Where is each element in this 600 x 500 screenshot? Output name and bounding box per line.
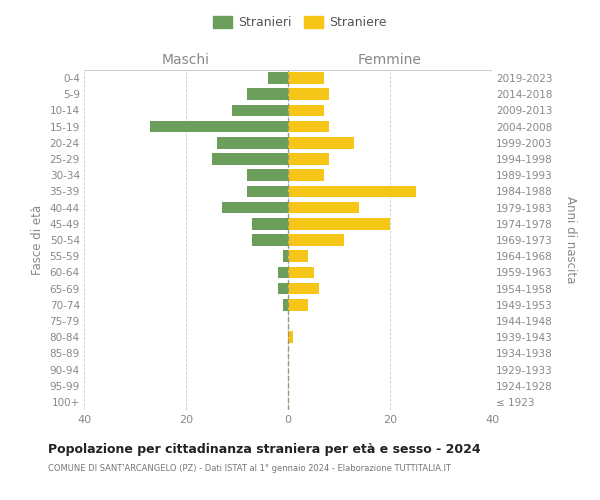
Bar [288, 153, 329, 165]
Bar [288, 121, 329, 132]
Bar [278, 282, 288, 294]
Bar [247, 186, 288, 198]
Y-axis label: Anni di nascita: Anni di nascita [564, 196, 577, 284]
Bar [288, 88, 329, 100]
Bar [288, 202, 359, 213]
Bar [253, 218, 288, 230]
Legend: Stranieri, Straniere: Stranieri, Straniere [208, 11, 392, 34]
Y-axis label: Fasce di età: Fasce di età [31, 205, 44, 275]
Bar [288, 299, 308, 310]
Bar [288, 250, 308, 262]
Bar [222, 202, 288, 213]
Text: Popolazione per cittadinanza straniera per età e sesso - 2024: Popolazione per cittadinanza straniera p… [48, 442, 481, 456]
Text: COMUNE DI SANT'ARCANGELO (PZ) - Dati ISTAT al 1° gennaio 2024 - Elaborazione TUT: COMUNE DI SANT'ARCANGELO (PZ) - Dati IST… [48, 464, 451, 473]
Bar [232, 104, 288, 117]
Bar [288, 282, 319, 294]
Bar [268, 72, 288, 84]
Bar [288, 332, 293, 343]
Bar [288, 218, 390, 230]
Bar [288, 234, 344, 246]
Bar [288, 170, 324, 181]
Bar [288, 72, 324, 84]
Bar [288, 186, 416, 198]
Bar [288, 104, 324, 117]
Bar [212, 153, 288, 165]
Bar [288, 137, 355, 148]
Bar [283, 250, 288, 262]
Text: Maschi: Maschi [162, 53, 210, 67]
Bar [151, 121, 288, 132]
Text: Femmine: Femmine [358, 53, 422, 67]
Bar [288, 266, 314, 278]
Bar [278, 266, 288, 278]
Bar [253, 234, 288, 246]
Bar [283, 299, 288, 310]
Bar [247, 170, 288, 181]
Bar [247, 88, 288, 100]
Bar [217, 137, 288, 148]
